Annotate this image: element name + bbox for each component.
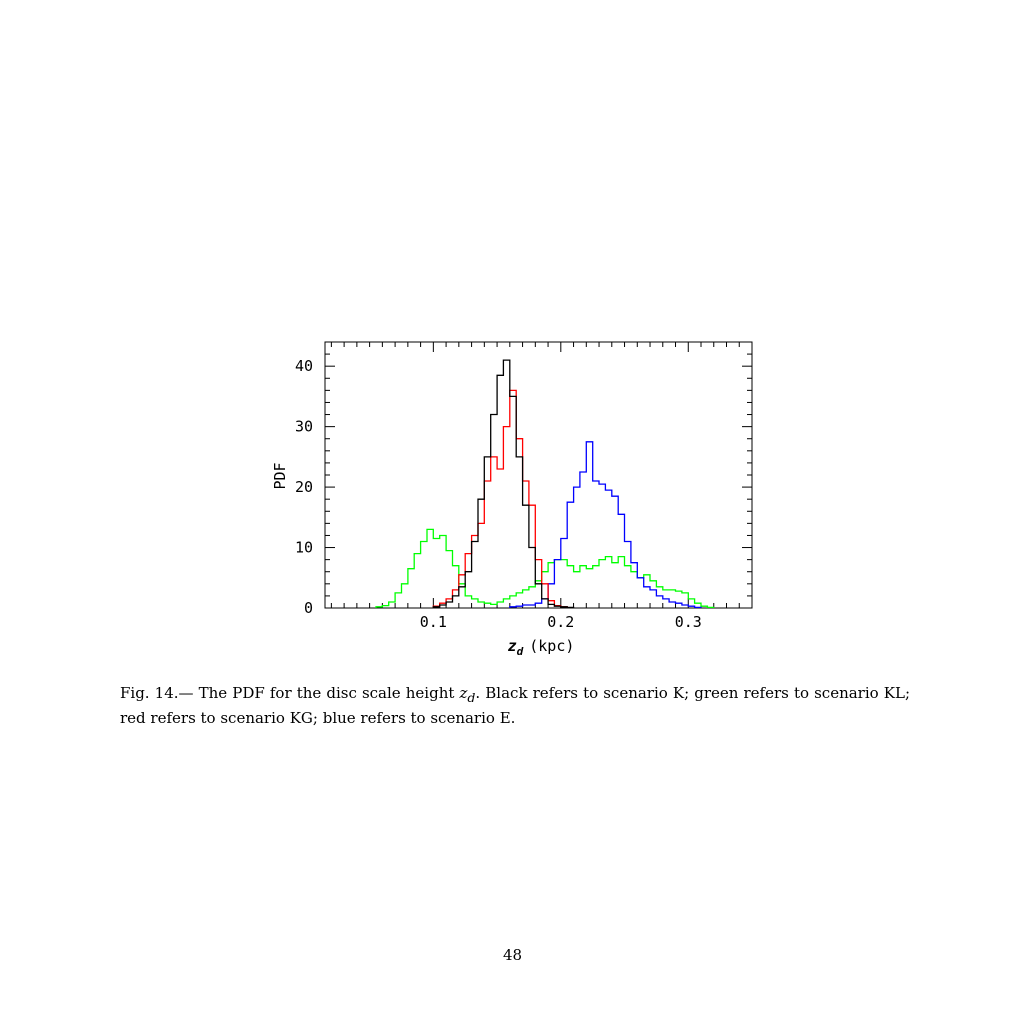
caption-text-after: . Black refers to scenario K; green refe… — [120, 684, 910, 727]
series-layer — [375, 359, 715, 609]
y-axis-label: PDF — [271, 462, 289, 489]
plot-frame — [324, 341, 753, 609]
x-axis-label-subscript: d — [517, 645, 524, 658]
y-tick-label: 0 — [304, 599, 313, 617]
x-axis-label: zd (kpc) — [508, 637, 575, 658]
y-tick-label: 30 — [295, 418, 313, 436]
plot-area: 0.1 0.2 0.3 0 10 20 30 40 — [295, 341, 753, 631]
x-tick-label: 0.3 — [675, 613, 702, 631]
caption-math-symbol: z — [459, 684, 468, 702]
histogram-series-k — [432, 359, 575, 609]
caption-text-before: Fig. 14.— The PDF for the disc scale hei… — [120, 684, 460, 702]
x-axis-label-unit: (kpc) — [529, 637, 574, 655]
histogram-series-kg — [432, 389, 568, 608]
caption-math-subscript: d — [467, 690, 476, 705]
x-tick-label: 0.1 — [420, 613, 447, 631]
y-tick-label: 20 — [295, 478, 313, 496]
y-tick-label: 10 — [295, 539, 313, 557]
x-tick-label: 0.2 — [547, 613, 574, 631]
axis-ticks — [325, 341, 752, 609]
y-tick-label: 40 — [295, 357, 313, 375]
axis-tick-labels: 0.1 0.2 0.3 0 10 20 30 40 — [295, 357, 702, 631]
histogram-series-e — [509, 441, 702, 609]
page-number: 48 — [502, 946, 523, 964]
figure-caption: Fig. 14.— The PDF for the disc scale hei… — [120, 683, 910, 729]
x-axis-label-symbol: z — [508, 637, 517, 655]
